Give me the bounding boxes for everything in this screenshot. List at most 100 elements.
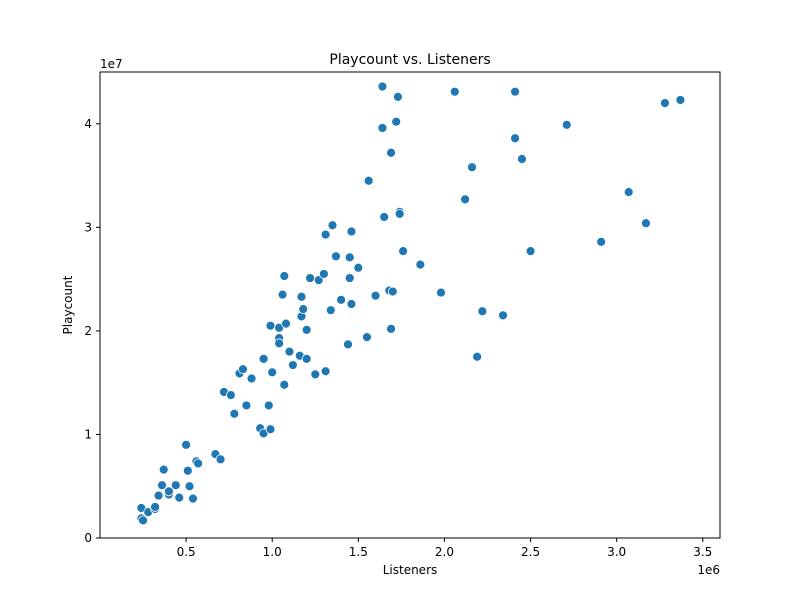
y-tick-label: 0 — [84, 531, 92, 545]
data-point — [379, 212, 390, 222]
y-tick-label: 1 — [84, 427, 92, 441]
data-point — [449, 86, 460, 97]
data-point — [467, 162, 477, 173]
data-point — [267, 367, 278, 378]
data-point — [287, 360, 298, 370]
data-point — [215, 454, 226, 465]
data-point — [281, 318, 291, 329]
data-point — [377, 81, 388, 92]
data-point — [265, 424, 276, 435]
data-point — [498, 310, 508, 321]
y-tick-label: 3 — [84, 220, 92, 234]
x-tick-label: 3.5 — [693, 545, 712, 559]
data-point — [274, 338, 285, 349]
data-point — [510, 133, 520, 144]
plot-frame — [99, 71, 721, 539]
data-point — [157, 480, 167, 491]
data-point — [238, 364, 248, 375]
data-point — [510, 86, 520, 97]
axis-ticks: 0.5 1.0 1.5 2.0 2.5 3.0 3.5 0 1 2 3 4 — [84, 117, 712, 559]
data-point — [246, 373, 257, 384]
data-point — [138, 515, 148, 526]
data-point — [377, 123, 388, 133]
data-point — [229, 408, 240, 419]
data-point — [225, 390, 236, 400]
data-point — [623, 187, 634, 198]
data-point — [174, 492, 185, 503]
data-point — [472, 351, 483, 362]
data-point — [346, 299, 357, 309]
data-points — [136, 81, 686, 526]
data-point — [277, 289, 288, 300]
y-tick-label: 4 — [84, 117, 92, 131]
data-point — [320, 229, 331, 240]
data-point — [353, 262, 364, 273]
data-point — [301, 324, 312, 335]
data-point — [460, 194, 471, 205]
data-point — [641, 218, 651, 229]
data-point — [394, 208, 405, 219]
data-point — [675, 95, 686, 105]
data-point — [305, 273, 316, 283]
data-point — [279, 271, 290, 281]
data-point — [477, 306, 488, 317]
x-tick-label: 2.5 — [521, 545, 540, 559]
x-tick-label: 3.0 — [607, 545, 626, 559]
data-point — [336, 294, 347, 305]
data-point — [313, 275, 324, 286]
data-point — [415, 259, 426, 270]
data-point — [320, 366, 331, 377]
data-point — [398, 246, 409, 257]
data-point — [387, 286, 398, 297]
data-point — [659, 98, 670, 108]
data-point — [393, 91, 403, 102]
data-point — [263, 400, 274, 411]
data-point — [258, 353, 269, 364]
data-point — [596, 236, 607, 247]
data-point — [346, 226, 357, 237]
data-point — [150, 502, 161, 512]
y-tick-label: 2 — [84, 324, 92, 338]
data-point — [436, 287, 446, 298]
chart-title: Playcount vs. Listeners — [329, 52, 490, 68]
data-point — [188, 493, 198, 504]
data-point — [525, 246, 536, 257]
data-point — [344, 252, 355, 263]
data-point — [370, 290, 381, 301]
data-point — [363, 175, 374, 186]
data-point — [325, 305, 336, 316]
data-point — [391, 116, 402, 127]
y-axis-label: Playcount — [61, 275, 75, 334]
data-point — [241, 400, 252, 411]
data-point — [279, 379, 290, 390]
x-axis-label: Listeners — [383, 563, 438, 577]
data-point — [318, 269, 329, 279]
data-point — [296, 291, 307, 302]
data-point — [193, 458, 204, 469]
data-point — [386, 323, 396, 334]
data-point — [386, 147, 396, 158]
x-tick-label: 1.0 — [263, 545, 282, 559]
y-offset-label: 1e7 — [100, 57, 123, 71]
data-point — [517, 154, 527, 164]
data-point — [298, 304, 309, 315]
data-point — [561, 119, 572, 130]
x-tick-label: 2.0 — [435, 545, 454, 559]
data-point — [184, 481, 195, 492]
x-offset-label: 1e6 — [697, 563, 720, 577]
data-point — [362, 332, 372, 343]
data-point — [182, 465, 193, 476]
data-point — [284, 346, 295, 357]
x-tick-label: 0.5 — [177, 545, 196, 559]
data-point — [158, 464, 169, 475]
data-point — [310, 369, 321, 380]
data-point — [301, 353, 312, 364]
data-point — [331, 251, 341, 262]
data-point — [163, 486, 174, 497]
data-point — [265, 320, 276, 331]
x-tick-label: 1.5 — [349, 545, 368, 559]
data-point — [344, 273, 355, 283]
data-point — [170, 480, 181, 491]
